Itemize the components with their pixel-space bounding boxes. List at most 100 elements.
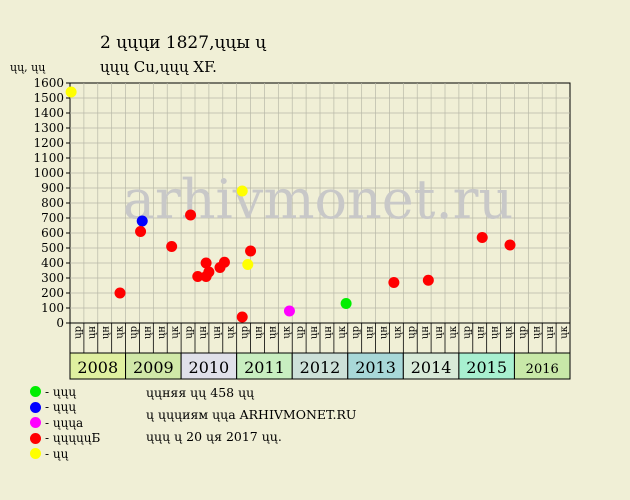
quarter-label: ųр <box>129 326 140 339</box>
data-point <box>114 287 126 299</box>
legend-label: - ųųų <box>45 400 77 415</box>
quarter-label: ųк <box>226 325 237 338</box>
y-tick-label: 1600 <box>33 76 64 90</box>
quarter-label: ųк <box>337 325 348 338</box>
quarter-label: ųн <box>87 326 98 339</box>
legend-label: - ųųų <box>45 384 77 399</box>
quarter-label: ųн <box>156 326 167 339</box>
year-cell <box>125 352 182 380</box>
legend-dot <box>30 432 41 444</box>
quarter-label: ųк <box>504 325 515 338</box>
y-tick-label: 1100 <box>33 151 64 165</box>
year-cell <box>69 352 127 380</box>
legend-item: - ųųų <box>30 384 100 400</box>
y-tick-label: 1400 <box>33 106 64 120</box>
watermark: arhivmonet.ru <box>123 168 513 231</box>
y-tick-label: 600 <box>41 226 64 240</box>
data-point <box>504 239 516 251</box>
quarter-label: ųн <box>490 326 501 339</box>
quarter-label: ųр <box>517 326 528 339</box>
data-point <box>135 226 147 237</box>
quarter-label: ųн <box>379 326 390 339</box>
year-cell <box>513 352 571 380</box>
data-point <box>65 86 77 98</box>
quarter-label: ųн <box>212 326 223 339</box>
legend-dot <box>30 417 41 429</box>
quarter-label: ųн <box>309 326 320 339</box>
year-label: 2015 <box>466 358 507 377</box>
y-tick-label: 900 <box>41 181 64 195</box>
quarter-label: ųн <box>545 326 556 339</box>
legend-dot <box>30 386 41 398</box>
quarter-label: ųр <box>295 326 306 339</box>
data-point <box>236 185 248 197</box>
quarter-label: ųк <box>448 325 459 338</box>
quarter-label: ųн <box>142 326 153 339</box>
quarter-label: ųн <box>323 326 334 339</box>
data-point <box>200 257 212 269</box>
legend-label: - ųųųųųБ <box>45 431 101 446</box>
quarter-label: ųр <box>351 326 362 339</box>
axis-layer: 0100200300400500600700800900100011001200… <box>33 76 571 380</box>
year-label: 2014 <box>411 358 452 377</box>
year-cell <box>291 352 349 380</box>
average-price: ųųняя ųų 458 ųų <box>146 385 255 400</box>
data-point <box>245 245 257 257</box>
year-cell <box>458 352 515 380</box>
quarter-label: ųн <box>198 326 209 339</box>
legend-label: - ųų <box>45 446 69 461</box>
quarter-label: ųн <box>476 326 487 339</box>
data-point <box>422 274 434 286</box>
quarter-label: ųр <box>240 326 251 339</box>
quarter-label: ųк <box>281 325 292 338</box>
data-point <box>166 241 178 252</box>
quarter-label: ųн <box>267 326 278 339</box>
chart-subtitle: ųųų Cu,ųųų XF. <box>100 58 217 76</box>
data-point <box>340 298 352 309</box>
quarter-label: ųн <box>101 326 112 339</box>
year-label: 2010 <box>189 358 230 377</box>
y-tick-label: 800 <box>41 196 64 210</box>
data-point <box>388 277 400 288</box>
legend: - ųųų - ųųų - ųųųа - ųųųųųБ - ųų <box>30 384 100 462</box>
data-point <box>203 266 215 278</box>
y-tick-label: 500 <box>41 241 64 255</box>
y-tick-label: 1200 <box>33 136 64 150</box>
year-label: 2009 <box>133 358 174 377</box>
year-label: 2013 <box>355 358 396 377</box>
quarter-label: ųр <box>73 326 84 339</box>
legend-item: - ųųųųųБ <box>30 431 100 447</box>
legend-label: - ųųųа <box>45 415 84 430</box>
data-point <box>476 232 488 243</box>
y-axis-label: ųų, ųų <box>10 61 46 74</box>
data-point <box>283 305 295 317</box>
y-tick-label: 100 <box>41 301 64 315</box>
year-label: 2012 <box>300 358 341 377</box>
year-label: 2011 <box>244 358 285 377</box>
quarter-label: ųр <box>184 326 195 339</box>
legend-dot <box>30 401 41 413</box>
chart-title: 2 ųųųи 1827,ųųы ų <box>100 33 267 53</box>
quarter-label: ųк <box>392 325 403 338</box>
y-tick-label: 1500 <box>33 91 64 105</box>
y-tick-label: 0 <box>56 316 64 330</box>
point-layer <box>65 86 516 323</box>
y-tick-label: 700 <box>41 211 64 225</box>
year-cell <box>180 352 238 380</box>
quarter-label: ųк <box>170 325 181 338</box>
legend-item: - ųųų <box>30 400 100 416</box>
quarter-label: ųр <box>406 326 417 339</box>
data-point <box>185 209 197 221</box>
y-tick-label: 400 <box>41 256 64 270</box>
y-tick-label: 1300 <box>33 121 64 135</box>
date-note: ųųų ų 20 ųя 2017 ųų. <box>146 429 282 444</box>
year-cell <box>236 352 293 380</box>
quarter-label: ųн <box>365 326 376 339</box>
legend-dot <box>30 448 41 460</box>
quarter-label: ųн <box>254 326 265 339</box>
quarter-label: ųн <box>434 326 445 339</box>
scatter-chart: arhivmonet.ru 01002003004005006007008009… <box>33 76 571 380</box>
legend-item: - ųų <box>30 446 100 462</box>
quarter-label: ųн <box>420 326 431 339</box>
quarter-label: ųк <box>115 325 126 338</box>
